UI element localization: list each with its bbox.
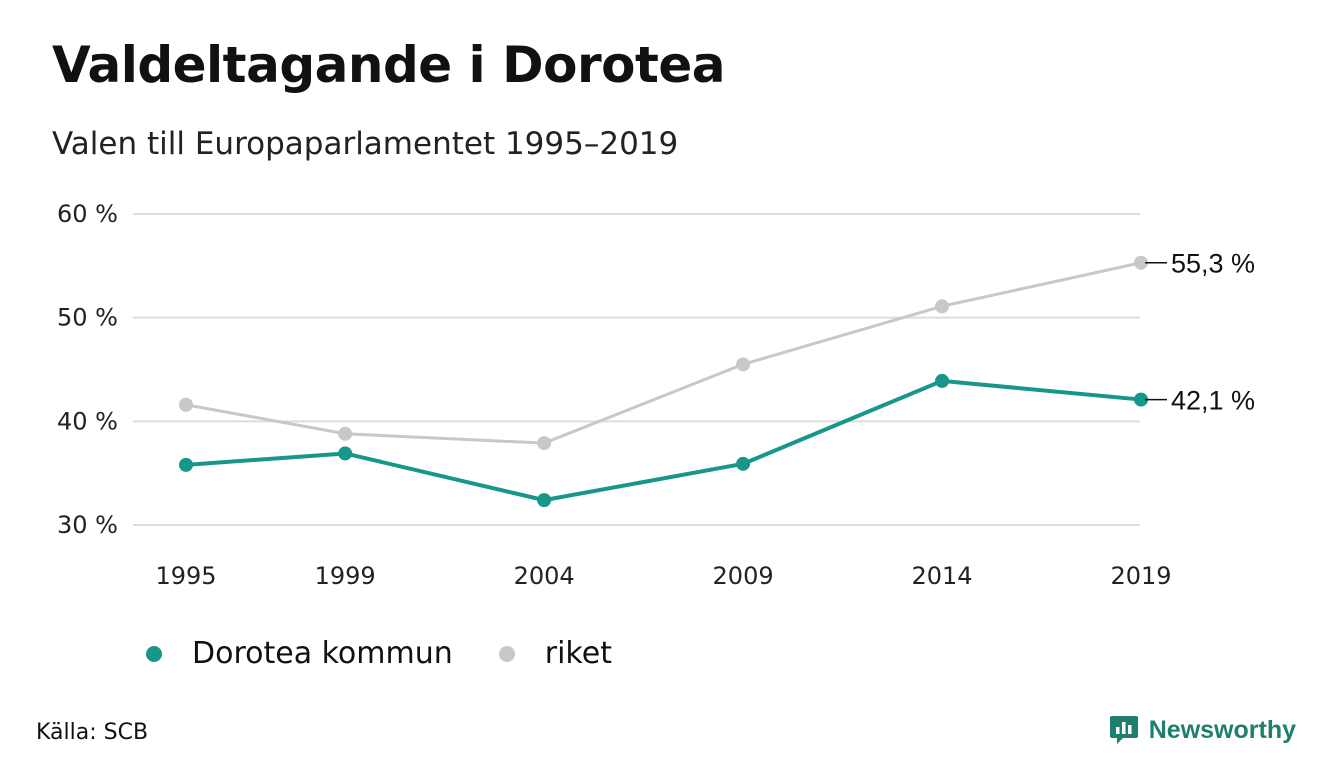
chart-subtitle: Valen till Europaparlamentet 1995–2019 <box>52 126 679 162</box>
data-point-dorotea-2009 <box>736 456 751 471</box>
legend-label-dorotea: Dorotea kommun <box>192 636 453 671</box>
brand-logo: Newsworthy <box>1109 714 1296 746</box>
legend: Dorotea kommun riket <box>146 636 658 671</box>
data-point-dorotea-2014 <box>935 373 950 388</box>
series-line-riket <box>184 261 1143 445</box>
y-tick-label: 50 % <box>57 304 118 332</box>
data-point-dorotea-2019 <box>1134 392 1148 407</box>
legend-label-riket: riket <box>544 636 612 671</box>
data-point-dorotea-1995 <box>179 457 193 472</box>
data-point-riket-2004 <box>537 436 552 451</box>
legend-swatch-riket <box>498 645 515 662</box>
y-tick-label: 60 % <box>57 200 118 228</box>
x-tick-label: 2009 <box>713 562 774 590</box>
legend-swatch-dorotea <box>146 645 162 662</box>
data-point-riket-1995 <box>179 397 193 412</box>
newsworthy-logo-icon <box>1109 716 1138 744</box>
y-tick-label: 30 % <box>57 511 118 539</box>
end-label-dorotea: 42,1 % <box>1171 386 1255 416</box>
x-tick-label: 2014 <box>912 562 973 590</box>
data-point-riket-2014 <box>935 299 950 314</box>
series-line-dorotea <box>184 378 1143 503</box>
data-point-dorotea-1999 <box>338 446 353 461</box>
data-point-riket-2009 <box>736 357 751 372</box>
x-tick-label: 2004 <box>514 562 575 590</box>
brand-name: Newsworthy <box>1148 715 1296 744</box>
x-tick-label: 1995 <box>155 562 216 590</box>
legend-item-riket: riket <box>498 636 612 671</box>
data-point-riket-1999 <box>338 426 353 441</box>
chart-title: Valdeltagande i Dorotea <box>52 36 726 94</box>
data-point-riket-2019 <box>1134 255 1148 270</box>
x-tick-label: 1999 <box>315 562 376 590</box>
line-chart: 60 % 50 % 40 % 30 % 1995 1999 2004 2009 2014 201… <box>57 200 1255 590</box>
legend-item-dorotea: Dorotea kommun <box>146 636 453 671</box>
end-label-riket: 55,3 % <box>1171 249 1255 279</box>
x-tick-label: 2019 <box>1110 562 1171 590</box>
source-note: Källa: SCB <box>36 720 149 745</box>
data-point-dorotea-2004 <box>537 493 552 508</box>
y-tick-label: 40 % <box>57 407 118 435</box>
